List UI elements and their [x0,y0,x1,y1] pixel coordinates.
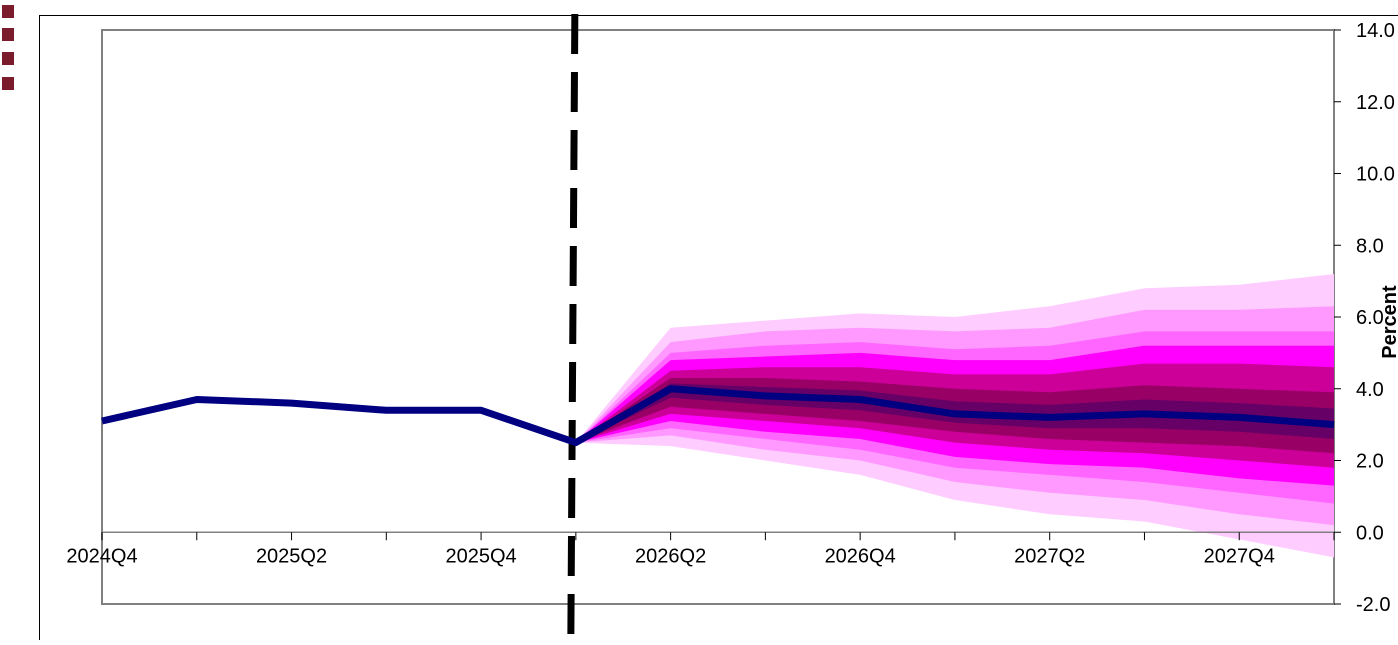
legend-swatch [2,5,14,18]
x-tick-label: 2026Q4 [825,545,896,567]
legend-swatch [2,52,14,65]
x-tick-label: 2027Q4 [1204,545,1275,567]
x-tick-label: 2026Q2 [635,545,706,567]
forecast-divider [571,14,575,636]
y-tick-label: 0.0 [1356,522,1384,544]
y-tick-label: -2.0 [1356,594,1390,616]
y-tick-label: 8.0 [1356,235,1384,257]
x-tick-label: 2027Q2 [1014,545,1085,567]
x-tick-label: 2025Q2 [256,545,327,567]
y-tick-label: 12.0 [1356,92,1395,114]
legend-swatch [2,77,14,90]
y-axis-label: Percent [1379,285,1398,359]
y-tick-label: 10.0 [1356,164,1395,186]
x-tick-label: 2024Q4 [66,545,137,567]
y-tick-label: 4.0 [1356,379,1384,401]
legend-swatch [2,28,14,41]
x-tick-label: 2025Q4 [445,545,516,567]
y-tick-label: 14.0 [1356,20,1395,42]
y-tick-label: 2.0 [1356,451,1384,473]
